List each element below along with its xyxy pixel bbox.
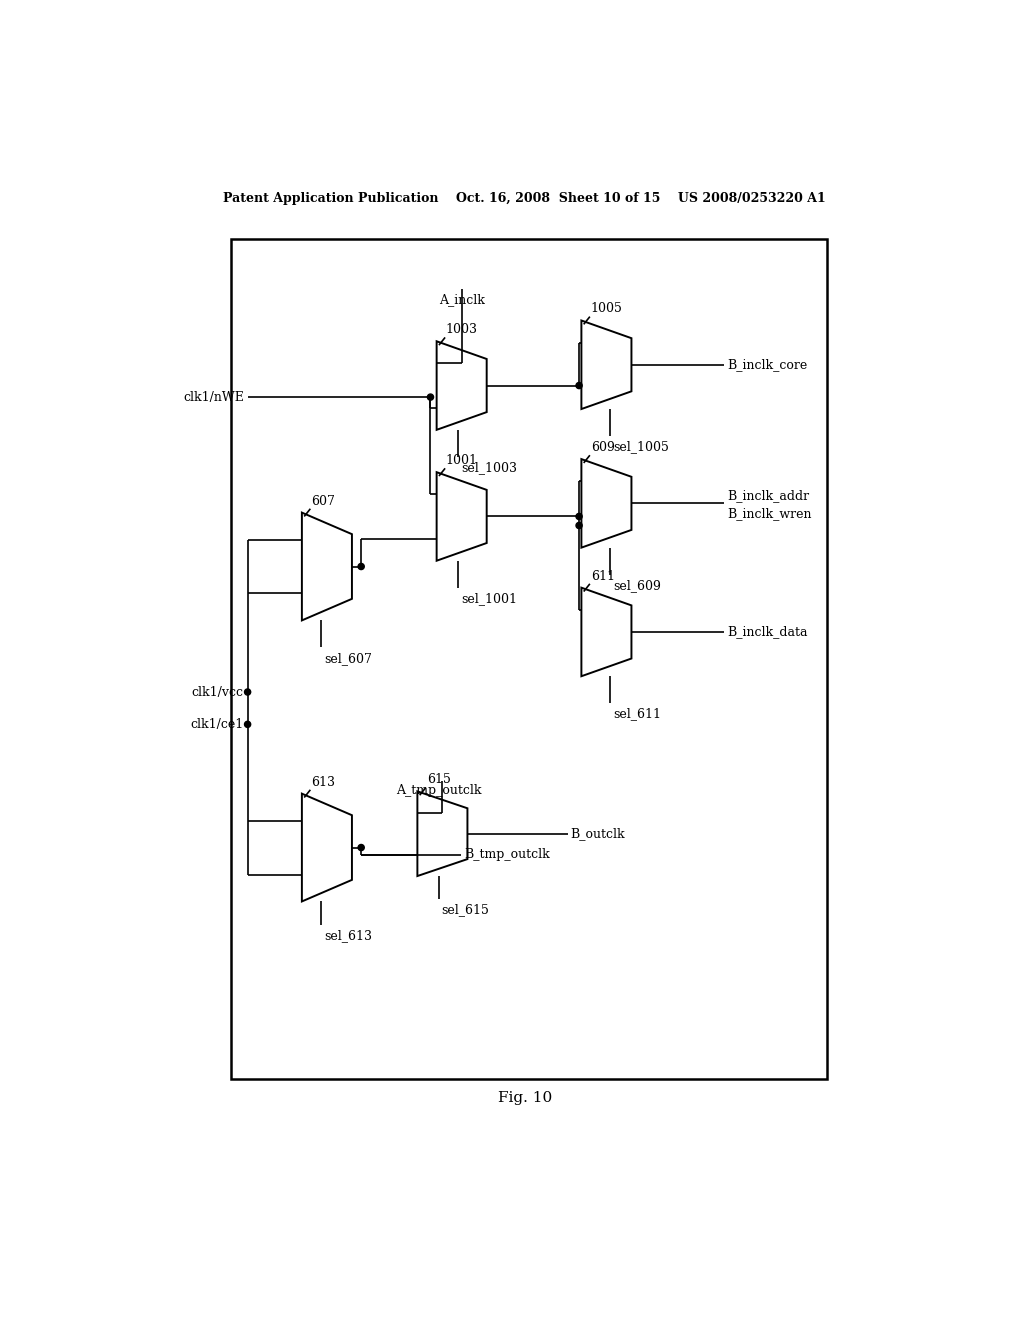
Text: sel_613: sel_613 [324, 929, 372, 942]
Text: 607: 607 [311, 495, 335, 508]
Polygon shape [436, 473, 486, 561]
Text: 609: 609 [591, 441, 614, 454]
Polygon shape [582, 587, 632, 676]
Circle shape [245, 689, 251, 696]
Text: 611: 611 [591, 570, 614, 582]
Polygon shape [418, 792, 467, 876]
Circle shape [577, 513, 583, 520]
Text: A_inclk: A_inclk [438, 293, 484, 306]
Circle shape [245, 721, 251, 727]
Text: sel_1005: sel_1005 [613, 441, 670, 453]
Circle shape [577, 383, 583, 388]
Text: 1005: 1005 [591, 302, 623, 315]
Text: 1001: 1001 [445, 454, 478, 467]
Polygon shape [302, 793, 352, 902]
Circle shape [427, 395, 433, 400]
Text: A_tmp_outclk: A_tmp_outclk [396, 784, 481, 797]
Text: Patent Application Publication    Oct. 16, 2008  Sheet 10 of 15    US 2008/02532: Patent Application Publication Oct. 16, … [223, 191, 826, 205]
Text: B_inclk_data: B_inclk_data [727, 626, 808, 639]
Text: Fig. 10: Fig. 10 [498, 1090, 552, 1105]
Polygon shape [302, 512, 352, 620]
Circle shape [577, 523, 583, 528]
Bar [230, 239, 827, 1078]
Text: 615: 615 [427, 774, 451, 787]
Text: 1003: 1003 [445, 323, 478, 337]
Text: sel_1001: sel_1001 [461, 591, 517, 605]
Text: clk1/vcc: clk1/vcc [191, 685, 244, 698]
Text: B_inclk_core: B_inclk_core [727, 358, 807, 371]
Text: sel_609: sel_609 [613, 579, 662, 591]
Text: clk1/ce1: clk1/ce1 [190, 718, 244, 731]
Circle shape [358, 845, 365, 850]
Text: sel_615: sel_615 [441, 903, 489, 916]
Text: 613: 613 [311, 776, 335, 788]
Text: B_inclk_addr: B_inclk_addr [727, 490, 809, 502]
Circle shape [358, 564, 365, 570]
Text: B_outclk: B_outclk [570, 828, 626, 841]
Text: sel_607: sel_607 [324, 652, 372, 665]
Text: sel_1003: sel_1003 [461, 461, 517, 474]
Text: sel_611: sel_611 [613, 708, 662, 721]
Polygon shape [582, 321, 632, 409]
Text: B_tmp_outclk: B_tmp_outclk [464, 849, 550, 862]
Text: B_inclk_wren: B_inclk_wren [727, 507, 811, 520]
Text: clk1/nWE: clk1/nWE [183, 391, 245, 404]
Polygon shape [582, 459, 632, 548]
Polygon shape [436, 342, 486, 430]
